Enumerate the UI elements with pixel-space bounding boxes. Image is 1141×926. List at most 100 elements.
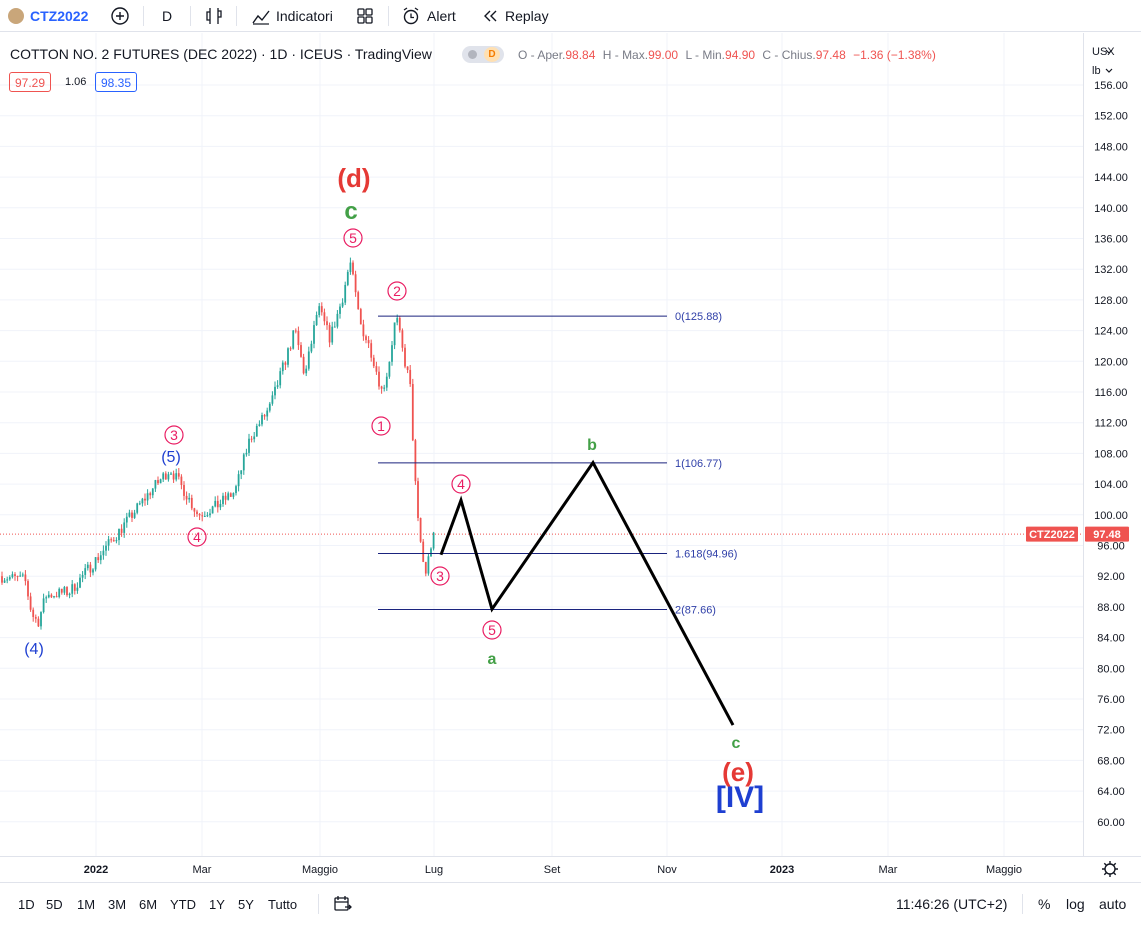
chart-settings-button[interactable]: [1102, 861, 1118, 877]
high-label: H - Max.: [602, 48, 649, 62]
candle: [409, 365, 412, 387]
time-axis[interactable]: 2022 Mar Maggio Lug Set Nov 2023 Mar Maggio: [84, 864, 1022, 876]
auto-scale-toggle[interactable]: auto: [1099, 883, 1126, 925]
alarm-clock-icon: [403, 7, 419, 25]
range-button-1y[interactable]: 1Y: [209, 896, 225, 912]
symbol-search-button[interactable]: CTZ2022: [8, 0, 88, 32]
candle: [3, 577, 6, 583]
range-button-5y[interactable]: 5Y: [238, 896, 254, 912]
candle: [289, 346, 292, 351]
candle: [214, 496, 217, 508]
range-button-1m[interactable]: 1M: [77, 896, 96, 912]
range-button-5d[interactable]: 5D: [46, 896, 63, 912]
range-button-ytd[interactable]: YTD: [170, 896, 196, 912]
fibonacci-extension[interactable]: 0(125.88) 1(106.77) 1.618(94.96) 2(87.66): [378, 311, 737, 617]
candle: [99, 551, 102, 565]
range-button-tutto[interactable]: Tutto: [268, 896, 298, 912]
log-scale-toggle[interactable]: log: [1066, 883, 1085, 925]
candle: [133, 509, 136, 519]
candle: [164, 471, 167, 480]
buy-price-box[interactable]: 98.35: [95, 72, 138, 92]
price-tick-label: 100.00: [1094, 510, 1128, 522]
interval-button[interactable]: D: [162, 0, 172, 32]
candle: [201, 512, 204, 522]
replay-button[interactable]: Replay: [481, 0, 549, 32]
candle: [27, 579, 29, 601]
candle: [32, 607, 35, 622]
candle: [42, 593, 45, 614]
candle: [305, 365, 308, 377]
candle: [118, 528, 120, 546]
currency-label[interactable]: USX: [1092, 46, 1115, 58]
time-tick-label: Mar: [193, 864, 212, 876]
alert-button[interactable]: Alert: [401, 0, 456, 32]
candle: [151, 487, 154, 499]
candle: [310, 340, 313, 354]
chart-type-button[interactable]: [204, 0, 224, 32]
wave-label-c-top: c: [344, 198, 357, 225]
price-tick-label: 80.00: [1097, 663, 1125, 675]
percent-scale-toggle[interactable]: %: [1038, 883, 1050, 925]
unit-label[interactable]: lb: [1092, 65, 1101, 77]
price-axis[interactable]: 156.00 152.00 148.00 144.00 140.00 136.00 132.…: [1094, 80, 1128, 829]
price-tick-label: 156.00: [1094, 80, 1128, 92]
candle: [219, 499, 222, 511]
eye-icon: [468, 50, 477, 59]
candle: [1, 571, 3, 585]
chevron-down-icon[interactable]: [1105, 49, 1113, 73]
candle: [357, 290, 360, 310]
low-label: L - Min.: [685, 48, 726, 62]
candle: [281, 360, 284, 375]
compare-symbol-button[interactable]: [110, 0, 130, 32]
layout-templates-button[interactable]: [355, 0, 375, 32]
candle: [55, 591, 58, 598]
wave-number: 5: [349, 230, 357, 246]
candle: [198, 513, 201, 521]
candle: [159, 478, 162, 484]
instrument-title[interactable]: COTTON NO. 2 FUTURES (DEC 2022) · 1D · I…: [10, 46, 432, 62]
price-tick-label: 84.00: [1097, 633, 1125, 645]
candle: [157, 476, 159, 485]
sell-price-box[interactable]: 97.29: [9, 72, 52, 92]
projected-wave-line[interactable]: [439, 459, 735, 726]
bottom-toolbar: 1D 5D 1M 3M 6M YTD 1Y 5Y Tutto 11:46:26 (UTC+2) …: [0, 882, 1141, 926]
toolbar-divider: [143, 6, 144, 26]
price-chart[interactable]: 0(125.88) 1(106.77) 1.618(94.96) 2(87.66) (…: [0, 33, 1141, 882]
candle: [146, 489, 149, 505]
candle: [37, 616, 40, 627]
indicators-button[interactable]: Indicatori: [251, 0, 333, 32]
candle: [29, 592, 32, 612]
candle: [271, 391, 274, 406]
market-status-badge[interactable]: D: [462, 46, 504, 63]
price-tick-label: 76.00: [1097, 694, 1125, 706]
range-button-6m[interactable]: 6M: [139, 896, 158, 912]
time-tick-label: 2023: [770, 864, 794, 876]
candle: [73, 583, 76, 595]
candle: [131, 510, 133, 522]
candle: [359, 307, 362, 325]
wave-projection-path[interactable]: [439, 459, 735, 726]
wave-label-d: (d): [337, 163, 370, 193]
candle: [180, 474, 183, 490]
candle: [232, 492, 235, 500]
candle: [71, 580, 74, 598]
wave-number: 1: [377, 418, 385, 434]
open-label: O - Aper.: [518, 48, 566, 62]
candle: [84, 563, 87, 580]
wave-label-4-down: 4: [451, 474, 471, 494]
last-price-tag: [1085, 526, 1129, 542]
wave-labels: (d) c 5 2 1 3 4 5 a b c (e)[IV] 3 (5) 4 (4): [24, 163, 764, 814]
candle: [66, 586, 68, 597]
range-button-3m[interactable]: 3M: [108, 896, 127, 912]
candle: [227, 491, 230, 501]
range-button-1d[interactable]: 1D: [18, 896, 35, 912]
goto-date-button[interactable]: [333, 883, 353, 925]
clock-timezone-button[interactable]: 11:46:26 (UTC+2): [896, 883, 1007, 925]
candle: [331, 321, 334, 345]
candle: [339, 303, 341, 319]
percent-label: %: [1038, 896, 1051, 912]
candle: [255, 423, 258, 437]
chart-legend: COTTON NO. 2 FUTURES (DEC 2022) · 1D · I…: [10, 46, 432, 62]
time-tick-label: Set: [544, 864, 561, 876]
price-tick-label: 136.00: [1094, 234, 1128, 246]
